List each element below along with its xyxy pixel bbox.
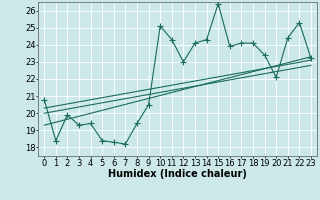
X-axis label: Humidex (Indice chaleur): Humidex (Indice chaleur) <box>108 169 247 179</box>
